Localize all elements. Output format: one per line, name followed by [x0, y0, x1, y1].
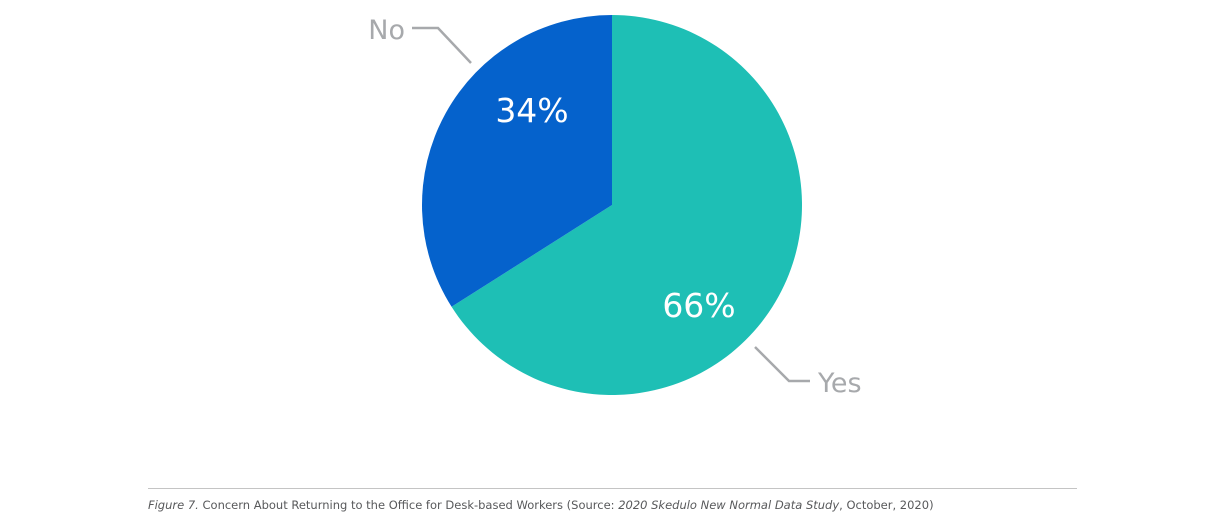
caption-text: Concern About Returning to the Office fo…	[198, 498, 619, 512]
data-label-yes: 66%	[662, 286, 735, 325]
pie-slice-yes	[451, 15, 803, 396]
leader-line-yes	[754, 346, 810, 383]
caption-divider	[148, 488, 1077, 489]
pie-slices	[422, 15, 803, 396]
pie-chart: 66% 34% No Yes	[368, 15, 862, 399]
source-title: 2020 Skedulo New Normal Data Study	[618, 498, 840, 512]
data-label-no: 34%	[495, 91, 568, 130]
category-label-no: No	[368, 15, 405, 46]
figure-caption: Figure 7. Concern About Returning to the…	[148, 498, 934, 512]
pie-slice-no	[422, 15, 612, 307]
leader-line-no	[412, 26, 472, 64]
figure-ref: Figure 7.	[148, 498, 199, 512]
pie-labels: 66% 34% No Yes	[368, 15, 861, 399]
caption-date: , October, 2020)	[839, 498, 934, 512]
category-label-yes: Yes	[817, 368, 862, 399]
